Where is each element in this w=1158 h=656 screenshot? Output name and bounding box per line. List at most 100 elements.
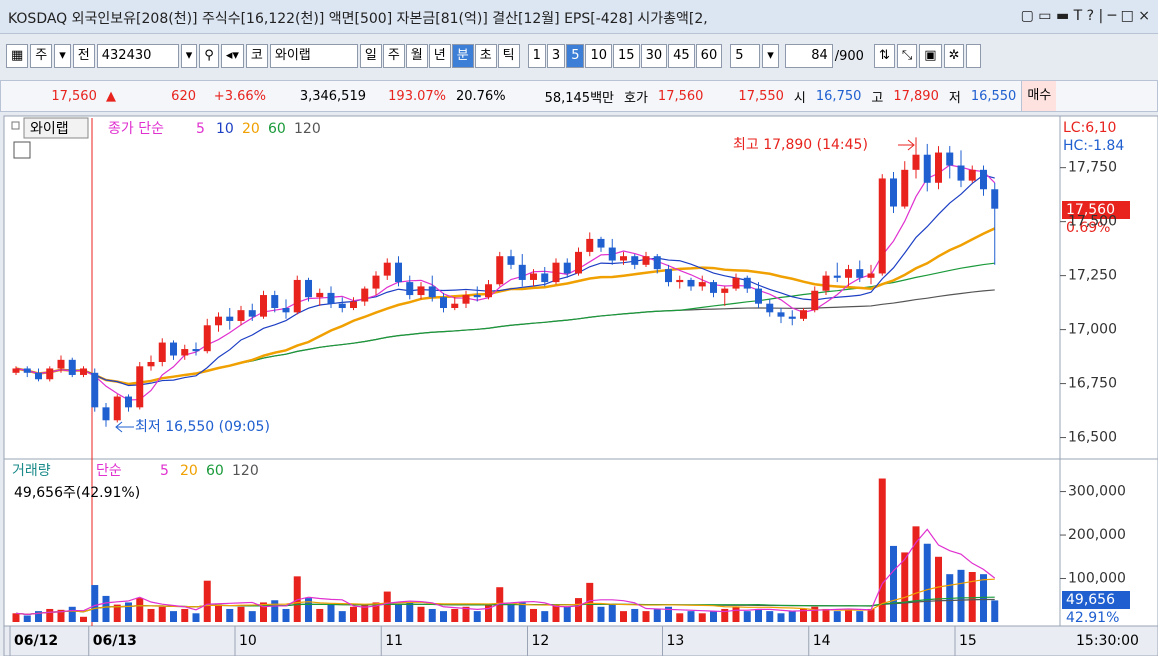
market-select[interactable]: 주 bbox=[30, 44, 53, 68]
dropdown[interactable]: ▾ bbox=[762, 44, 779, 68]
candle-body bbox=[620, 256, 627, 261]
candle-body bbox=[395, 262, 402, 283]
interval-button[interactable]: 45 bbox=[668, 44, 695, 68]
layout-button[interactable]: ▦ bbox=[6, 44, 29, 68]
candle-body bbox=[563, 262, 571, 274]
volume-bar bbox=[811, 606, 819, 622]
window-buttons[interactable]: ▢ ▭ ▬ T ? | ─ □ × bbox=[1020, 8, 1150, 24]
volume-bar bbox=[608, 604, 616, 622]
settings-icon[interactable]: ✲ bbox=[943, 44, 965, 68]
vol-ma-legend: 120 bbox=[232, 463, 259, 479]
ma-legend: 10 bbox=[216, 121, 234, 137]
buy-button[interactable]: 매수 bbox=[1021, 81, 1057, 111]
candle-body bbox=[147, 361, 155, 367]
volume-bar bbox=[755, 608, 762, 622]
ma-legend: 5 bbox=[196, 121, 205, 137]
volume: 3,346,519 bbox=[299, 88, 366, 104]
volume-bar bbox=[766, 611, 774, 622]
volume-bar bbox=[721, 608, 729, 622]
stock-name[interactable]: 와이랩 bbox=[269, 44, 358, 68]
candle-body bbox=[957, 165, 965, 181]
period-button[interactable]: 분 bbox=[451, 44, 474, 68]
dropdown[interactable]: ▾ bbox=[54, 44, 71, 68]
candle-body bbox=[485, 284, 492, 298]
interval-button[interactable]: 5 bbox=[566, 44, 585, 68]
candle-body bbox=[631, 256, 639, 265]
period-button[interactable]: 월 bbox=[405, 44, 428, 68]
tool-icon[interactable]: ⤡ bbox=[896, 44, 918, 68]
volume-bar bbox=[181, 608, 189, 622]
high-arrow bbox=[898, 139, 915, 151]
interval-button[interactable]: 3 bbox=[546, 44, 566, 68]
candle-body bbox=[271, 295, 279, 309]
chart: 와이랩 종가 단순 거래량 단순 49,656주(42.91%) LC:6,10… bbox=[3, 115, 1158, 656]
candle-body bbox=[158, 342, 166, 362]
period-button[interactable]: 틱 bbox=[497, 44, 520, 68]
volume-bar bbox=[203, 580, 211, 622]
candle-body bbox=[12, 368, 20, 373]
prev-button[interactable]: 전 bbox=[72, 44, 95, 68]
ma-legend: 20 bbox=[242, 121, 260, 137]
candle-body bbox=[473, 295, 481, 298]
volume-bar bbox=[462, 606, 470, 622]
interval-button[interactable]: 15 bbox=[613, 44, 640, 68]
count-max: /900 bbox=[834, 48, 864, 64]
volume-bar bbox=[552, 604, 560, 622]
volume-bar bbox=[856, 611, 864, 622]
period-button[interactable]: 초 bbox=[474, 44, 497, 68]
period-button[interactable]: 년 bbox=[428, 44, 451, 68]
volume-bar bbox=[586, 582, 594, 622]
code-input[interactable]: 432430 bbox=[96, 44, 179, 68]
candle-body bbox=[46, 368, 54, 380]
table-icon[interactable] bbox=[13, 141, 31, 159]
candle-body bbox=[406, 282, 414, 296]
interval-button[interactable]: 30 bbox=[640, 44, 668, 68]
vol-label: 거래량 bbox=[12, 463, 51, 479]
ma-legend: 120 bbox=[294, 121, 321, 137]
candle-body bbox=[35, 372, 42, 380]
exchange[interactable]: 코 bbox=[245, 44, 268, 68]
save-icon[interactable]: ▣ bbox=[919, 44, 942, 68]
candle-body bbox=[57, 359, 65, 369]
search[interactable]: ⚲ bbox=[199, 44, 219, 68]
candle-body bbox=[192, 349, 200, 352]
sound[interactable]: ◂▾ bbox=[220, 44, 244, 68]
volume-bar bbox=[923, 543, 931, 622]
vol-tick-label: 300,000 bbox=[1068, 484, 1126, 500]
vol-tick-label: 200,000 bbox=[1068, 527, 1126, 543]
dropdown[interactable]: ▾ bbox=[180, 44, 198, 68]
quote-row: 17,560 ▲ 620 +3.66% 3,346,519 193.07% 20… bbox=[0, 80, 1158, 112]
date-axis bbox=[3, 625, 1158, 656]
volume-bar bbox=[23, 615, 31, 622]
period-button[interactable]: 일 bbox=[359, 44, 382, 68]
volume-bar bbox=[395, 604, 402, 622]
candle-body bbox=[102, 407, 110, 421]
volume-bar bbox=[215, 604, 222, 622]
tool-icon[interactable]: ⇅ bbox=[873, 44, 895, 68]
volume-bar bbox=[788, 611, 796, 622]
volume-bar bbox=[710, 611, 717, 622]
interval-group: 1 3 5 10 15 30 45 60 bbox=[527, 44, 723, 68]
candle-body bbox=[878, 178, 886, 274]
candle-body bbox=[822, 275, 830, 291]
checkbox[interactable] bbox=[966, 44, 981, 68]
y-tick-label: 16,750 bbox=[1068, 376, 1117, 392]
volume-bar bbox=[35, 611, 42, 622]
candle-body bbox=[597, 238, 605, 248]
volume-bar bbox=[383, 591, 391, 622]
interval-button[interactable]: 60 bbox=[695, 44, 723, 68]
count-input[interactable]: 84 bbox=[784, 44, 833, 68]
ma-line bbox=[15, 164, 996, 401]
turnover: 20.76% bbox=[456, 88, 506, 104]
volume-bar bbox=[665, 606, 672, 622]
candle-body bbox=[350, 301, 357, 309]
volume-bar bbox=[46, 608, 54, 622]
count-unit[interactable]: 5 bbox=[730, 44, 761, 68]
price: 17,560 ▲ bbox=[1, 89, 121, 104]
interval-button[interactable]: 1 bbox=[527, 44, 546, 68]
change-pct: +3.66% bbox=[213, 88, 266, 104]
interval-button[interactable]: 10 bbox=[585, 44, 613, 68]
period-button[interactable]: 주 bbox=[382, 44, 405, 68]
candle-body bbox=[541, 273, 549, 283]
